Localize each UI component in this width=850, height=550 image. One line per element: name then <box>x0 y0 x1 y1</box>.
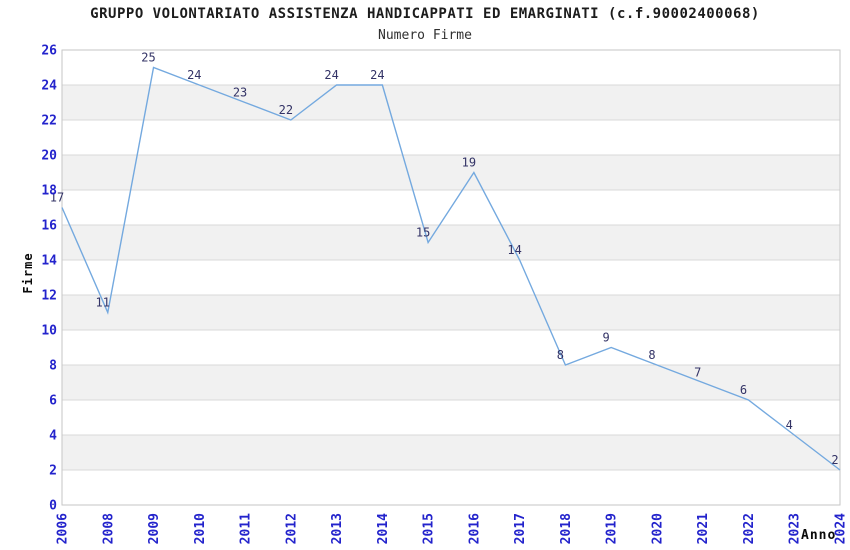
y-tick-label: 22 <box>41 114 57 129</box>
x-tick-label: 2020 <box>650 513 665 544</box>
value-label: 11 <box>96 296 110 310</box>
x-tick-label: 2016 <box>467 513 482 544</box>
x-tick-label: 2024 <box>834 513 849 544</box>
value-label: 7 <box>694 366 701 380</box>
plot-band <box>62 85 840 120</box>
y-tick-label: 4 <box>49 429 57 444</box>
x-tick-label: 2012 <box>284 513 299 544</box>
x-tick-label: 2015 <box>422 513 437 544</box>
plot-band <box>62 365 840 400</box>
y-tick-label: 10 <box>41 324 57 339</box>
plot-band <box>62 295 840 330</box>
value-label: 25 <box>141 51 155 65</box>
y-tick-label: 8 <box>49 359 57 374</box>
x-tick-label: 2023 <box>788 513 803 544</box>
x-tick-label: 2011 <box>239 513 254 544</box>
y-tick-label: 24 <box>41 79 57 94</box>
value-label: 24 <box>324 68 338 82</box>
chart-subtitle: Numero Firme <box>378 28 472 43</box>
x-tick-label: 2018 <box>559 513 574 544</box>
x-tick-label: 2008 <box>101 513 116 544</box>
data-line <box>61 66 841 471</box>
x-tick-label: 2009 <box>147 513 162 544</box>
y-tick-label: 26 <box>41 44 57 59</box>
value-label: 24 <box>370 68 384 82</box>
value-label: 17 <box>50 191 64 205</box>
y-tick-label: 6 <box>49 394 57 409</box>
y-tick-label: 18 <box>41 184 57 199</box>
value-label: 6 <box>740 383 747 397</box>
value-label: 4 <box>786 418 793 432</box>
y-tick-label: 14 <box>41 254 57 269</box>
value-label: 15 <box>416 226 430 240</box>
x-tick-label: 2019 <box>605 513 620 544</box>
value-label: 22 <box>279 103 293 117</box>
x-tick-label: 2017 <box>513 513 528 544</box>
value-label: 8 <box>557 348 564 362</box>
y-tick-label: 12 <box>41 289 57 304</box>
value-label: 2 <box>831 453 838 467</box>
chart-title: GRUPPO VOLONTARIATO ASSISTENZA HANDICAPP… <box>90 6 760 22</box>
x-tick-label: 2014 <box>376 513 391 544</box>
value-label: 9 <box>603 331 610 345</box>
y-tick-label: 0 <box>49 499 57 514</box>
x-axis-label: Anno <box>801 528 837 543</box>
x-tick-label: 2022 <box>742 513 757 544</box>
x-tick-label: 2006 <box>56 513 71 544</box>
plot-border <box>61 49 841 506</box>
x-tick-label: 2021 <box>696 513 711 544</box>
value-label: 24 <box>187 68 201 82</box>
plot-band <box>62 435 840 470</box>
y-tick-label: 16 <box>41 219 57 234</box>
value-label: 23 <box>233 86 247 100</box>
value-label: 8 <box>648 348 655 362</box>
plot-band <box>62 155 840 190</box>
plot-band <box>62 225 840 260</box>
value-label: 19 <box>462 156 476 170</box>
y-tick-label: 20 <box>41 149 57 164</box>
x-tick-label: 2010 <box>193 513 208 544</box>
x-tick-label: 2013 <box>330 513 345 544</box>
y-tick-label: 2 <box>49 464 57 479</box>
value-label: 14 <box>507 243 521 257</box>
